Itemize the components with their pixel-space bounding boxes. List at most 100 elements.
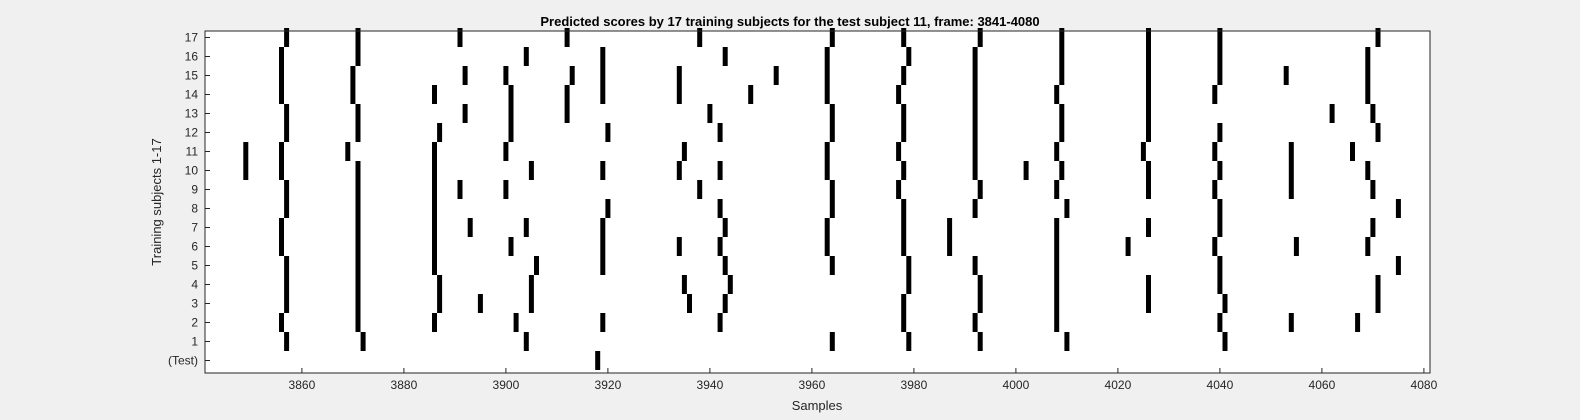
raster-mark [284,180,290,199]
x-tick-label: 3860 [289,378,316,392]
raster-mark [1370,104,1376,123]
raster-mark [1059,66,1065,85]
raster-mark [284,275,290,294]
raster-mark [1146,161,1151,180]
raster-mark [1217,256,1223,275]
raster-mark [345,142,351,161]
raster-mark [350,66,356,85]
raster-mark [1212,85,1218,104]
raster-mark [676,85,682,104]
raster-mark [901,104,907,123]
raster-mark [896,142,902,161]
raster-mark [824,237,830,256]
raster-mark [279,142,284,161]
raster-mark [1054,142,1060,161]
raster-mark [508,123,514,142]
y-tick-label: 6 [191,240,198,254]
raster-mark [722,47,728,66]
raster-mark [1395,256,1401,275]
raster-mark [972,104,978,123]
raster-mark [1146,85,1151,104]
raster-mark [1355,313,1361,332]
raster-mark [676,237,682,256]
raster-mark [824,47,830,66]
raster-mark [829,123,835,142]
raster-mark [1059,47,1065,66]
y-tick-label: 11 [186,145,199,159]
raster-mark [355,218,361,237]
raster-mark [432,256,437,275]
raster-mark [508,85,514,104]
raster-mark [707,104,713,123]
raster-mark [1146,104,1151,123]
y-tick-label: 15 [185,69,199,83]
y-tick-label: 13 [185,107,199,121]
raster-mark [605,123,611,142]
raster-mark [284,123,290,142]
raster-mark [528,294,534,313]
raster-mark [901,66,907,85]
raster-mark [1288,313,1294,332]
x-axis-label: Samples [792,398,843,413]
raster-mark [355,313,361,332]
raster-mark [697,180,703,199]
raster-mark [1146,294,1151,313]
raster-mark [676,161,682,180]
raster-mark [1059,104,1065,123]
raster-mark [508,104,514,123]
raster-mark [1146,47,1151,66]
raster-mark [1212,180,1218,199]
raster-mark [1365,85,1371,104]
raster-mark [523,218,529,237]
raster-mark [355,180,361,199]
x-tick-label: 3880 [391,378,418,392]
plot-area [205,31,1430,373]
raster-mark [727,275,733,294]
raster-mark [503,66,509,85]
raster-mark [284,294,290,313]
raster-mark [824,218,830,237]
raster-mark [1054,237,1060,256]
y-tick-label: 7 [191,221,198,235]
raster-mark [1222,294,1228,313]
raster-mark [432,199,437,218]
raster-mark [829,28,835,47]
raster-mark [977,28,983,47]
raster-mark [972,161,978,180]
raster-mark [829,256,835,275]
x-tick-label: 4000 [1003,378,1030,392]
raster-mark [906,275,912,294]
y-tick-label: 12 [185,126,199,140]
raster-mark [824,66,830,85]
raster-mark [1288,142,1294,161]
raster-mark [972,123,978,142]
raster-mark [1054,85,1060,104]
raster-mark [1217,123,1223,142]
raster-mark [717,161,723,180]
raster-mark [355,28,361,47]
raster-mark [503,180,509,199]
raster-mark [977,180,983,199]
raster-mark [1146,218,1151,237]
raster-mark [432,313,437,332]
raster-mark [279,161,284,180]
raster-mark [972,47,978,66]
raster-mark [528,275,534,294]
raster-mark [972,142,978,161]
raster-mark [284,28,290,47]
raster-mark [947,218,953,237]
y-tick-label: 5 [191,259,198,273]
raster-mark [432,161,437,180]
x-tick-label: 4060 [1309,378,1336,392]
raster-mark [773,66,779,85]
x-tick-label: 3920 [595,378,622,392]
raster-mark [1217,218,1223,237]
raster-mark [1365,237,1371,256]
raster-mark [243,142,249,161]
x-tick-label: 3980 [901,378,928,392]
raster-mark [600,313,606,332]
raster-mark [1059,161,1065,180]
raster-mark [1350,142,1355,161]
raster-mark [523,332,529,351]
raster-mark [284,332,290,351]
